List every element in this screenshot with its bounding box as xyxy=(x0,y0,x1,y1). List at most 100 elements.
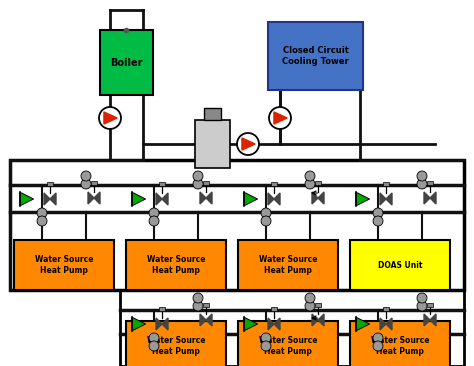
Polygon shape xyxy=(44,193,50,205)
Polygon shape xyxy=(318,192,324,204)
Circle shape xyxy=(373,341,383,351)
Polygon shape xyxy=(274,318,280,330)
Circle shape xyxy=(193,293,203,303)
Circle shape xyxy=(305,301,315,311)
Bar xyxy=(383,307,389,311)
Polygon shape xyxy=(162,318,168,330)
Circle shape xyxy=(37,208,47,218)
Bar xyxy=(383,182,389,186)
Circle shape xyxy=(269,107,291,129)
Bar xyxy=(238,321,338,366)
Circle shape xyxy=(305,171,315,181)
Polygon shape xyxy=(156,193,162,205)
Bar xyxy=(120,290,464,366)
Polygon shape xyxy=(356,317,370,331)
Polygon shape xyxy=(386,193,392,205)
Bar xyxy=(126,321,226,366)
Circle shape xyxy=(37,216,47,226)
Polygon shape xyxy=(424,314,430,326)
Bar xyxy=(271,307,277,311)
Circle shape xyxy=(373,333,383,343)
Bar xyxy=(268,22,363,90)
Circle shape xyxy=(193,171,203,181)
Text: Water Source
Heat Pump: Water Source Heat Pump xyxy=(147,336,205,356)
Polygon shape xyxy=(318,314,324,326)
Circle shape xyxy=(417,171,427,181)
Polygon shape xyxy=(50,193,56,205)
Circle shape xyxy=(261,333,271,343)
Polygon shape xyxy=(244,192,257,206)
Circle shape xyxy=(305,179,315,189)
Polygon shape xyxy=(132,192,146,206)
Polygon shape xyxy=(356,192,370,206)
Circle shape xyxy=(373,208,383,218)
Polygon shape xyxy=(244,317,257,331)
Bar xyxy=(427,180,433,185)
Circle shape xyxy=(417,293,427,303)
Polygon shape xyxy=(268,318,274,330)
Circle shape xyxy=(149,341,159,351)
Circle shape xyxy=(149,208,159,218)
Polygon shape xyxy=(424,192,430,204)
Polygon shape xyxy=(20,192,34,206)
Text: DOAS Unit: DOAS Unit xyxy=(378,261,422,269)
Text: Closed Circuit
Cooling Tower: Closed Circuit Cooling Tower xyxy=(282,46,349,66)
Bar xyxy=(203,303,209,307)
Circle shape xyxy=(417,179,427,189)
Text: Boiler: Boiler xyxy=(110,57,143,67)
Circle shape xyxy=(305,293,315,303)
Polygon shape xyxy=(242,138,255,150)
Circle shape xyxy=(99,107,121,129)
Polygon shape xyxy=(206,314,212,326)
Circle shape xyxy=(261,216,271,226)
Bar xyxy=(91,180,97,185)
Polygon shape xyxy=(312,192,318,204)
Text: Water Source
Heat Pump: Water Source Heat Pump xyxy=(371,336,429,356)
Polygon shape xyxy=(386,318,392,330)
Bar xyxy=(14,240,114,290)
Polygon shape xyxy=(274,193,280,205)
Polygon shape xyxy=(94,192,100,204)
Bar xyxy=(204,108,221,120)
Circle shape xyxy=(417,301,427,311)
Bar xyxy=(350,240,450,290)
Bar xyxy=(100,30,153,95)
Bar xyxy=(47,182,53,186)
Polygon shape xyxy=(200,314,206,326)
Text: Water Source
Heat Pump: Water Source Heat Pump xyxy=(259,336,317,356)
Circle shape xyxy=(193,179,203,189)
Bar xyxy=(238,240,338,290)
Polygon shape xyxy=(312,314,318,326)
Bar xyxy=(10,160,464,290)
Polygon shape xyxy=(104,112,117,124)
Text: Water Source
Heat Pump: Water Source Heat Pump xyxy=(147,255,205,275)
Polygon shape xyxy=(206,192,212,204)
Polygon shape xyxy=(162,193,168,205)
Bar xyxy=(271,182,277,186)
Polygon shape xyxy=(274,112,287,124)
Polygon shape xyxy=(88,192,94,204)
Bar xyxy=(159,307,165,311)
Bar xyxy=(126,240,226,290)
Circle shape xyxy=(261,341,271,351)
Polygon shape xyxy=(380,193,386,205)
Bar xyxy=(315,303,321,307)
Circle shape xyxy=(81,179,91,189)
Bar xyxy=(427,303,433,307)
Circle shape xyxy=(81,171,91,181)
Bar xyxy=(350,321,450,366)
Text: Water Source
Heat Pump: Water Source Heat Pump xyxy=(259,255,317,275)
Polygon shape xyxy=(430,192,436,204)
Polygon shape xyxy=(132,317,146,331)
Bar xyxy=(315,180,321,185)
Polygon shape xyxy=(380,318,386,330)
Circle shape xyxy=(237,133,259,155)
Polygon shape xyxy=(156,318,162,330)
Circle shape xyxy=(149,333,159,343)
Polygon shape xyxy=(268,193,274,205)
Polygon shape xyxy=(430,314,436,326)
Bar xyxy=(203,180,209,185)
Circle shape xyxy=(193,301,203,311)
Text: Water Source
Heat Pump: Water Source Heat Pump xyxy=(35,255,93,275)
Circle shape xyxy=(261,208,271,218)
